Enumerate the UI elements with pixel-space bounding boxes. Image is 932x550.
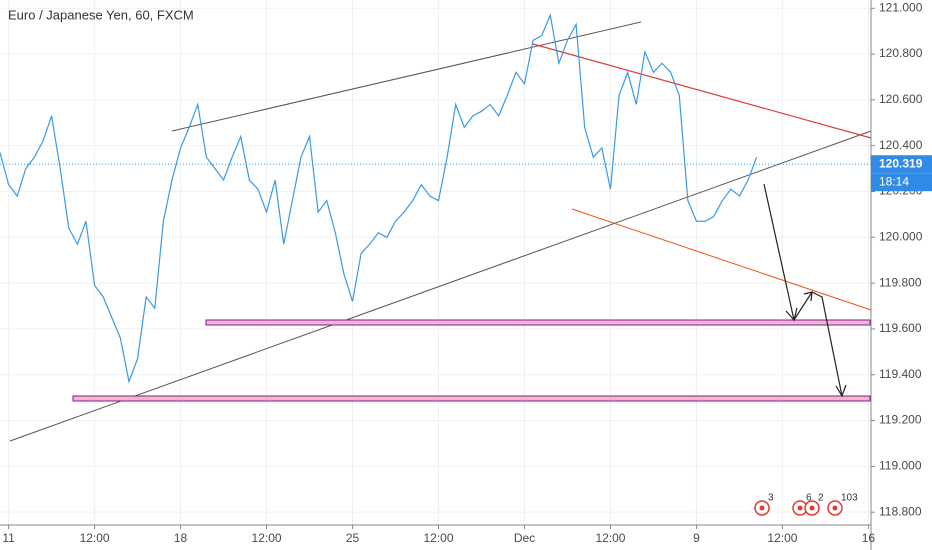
x-tick-label: 11: [2, 531, 15, 545]
level-zone: [205, 319, 871, 326]
countdown-box: [871, 173, 932, 192]
last-price-box: [871, 155, 932, 174]
grid: [0, 0, 871, 525]
x-tick-label: 12:00: [423, 531, 453, 545]
chart-title: Euro / Japanese Yen, 60, FXCM: [8, 7, 194, 22]
arrow-head: [835, 384, 847, 398]
drawings: [9, 21, 872, 442]
y-tick-label: 120.600: [879, 92, 923, 106]
event-dot: [759, 505, 765, 511]
event-count: 103: [841, 493, 858, 504]
countdown-label: 18:14: [879, 174, 909, 188]
x-tick-label: 12:00: [767, 531, 797, 545]
trend-line: [9, 130, 872, 442]
y-tick-label: 120.000: [879, 229, 923, 243]
event-count: 6: [806, 493, 812, 504]
y-tick-label: 118.800: [879, 504, 922, 518]
trend-line: [171, 21, 642, 132]
event-dot: [809, 505, 815, 511]
y-tick-label: 120.400: [879, 138, 923, 152]
last-price-label: 120.319: [879, 156, 923, 170]
event-dot: [797, 505, 803, 511]
trend-line: [532, 43, 872, 139]
x-tick-label: 12:00: [595, 531, 625, 545]
x-tick-label: 9: [693, 531, 700, 545]
y-tick-label: 121.000: [879, 0, 923, 14]
y-tick-label: 119.000: [879, 459, 922, 473]
y-tick-label: 119.400: [879, 367, 922, 381]
x-tick-label: Dec: [514, 531, 535, 545]
x-tick-label: 25: [346, 531, 360, 545]
trend-line: [571, 208, 872, 311]
arrow-head: [785, 307, 798, 322]
x-tick-label: 12:00: [252, 531, 282, 545]
y-tick-label: 119.600: [879, 321, 922, 335]
plot: [0, 13, 871, 384]
x-tick-label: 18: [174, 531, 188, 545]
event-count: 3: [768, 493, 774, 504]
arrow-head: [803, 291, 813, 302]
y-tick-label: 119.800: [879, 275, 922, 289]
event-dot: [832, 505, 838, 511]
x-tick-label: 12:00: [80, 531, 110, 545]
price-line: [0, 13, 758, 384]
level-zone: [72, 395, 871, 402]
event-count: 2: [818, 493, 824, 504]
y-tick-label: 120.800: [879, 46, 923, 60]
x-tick-label: 16: [862, 531, 876, 545]
y-tick-label: 119.200: [879, 413, 922, 427]
